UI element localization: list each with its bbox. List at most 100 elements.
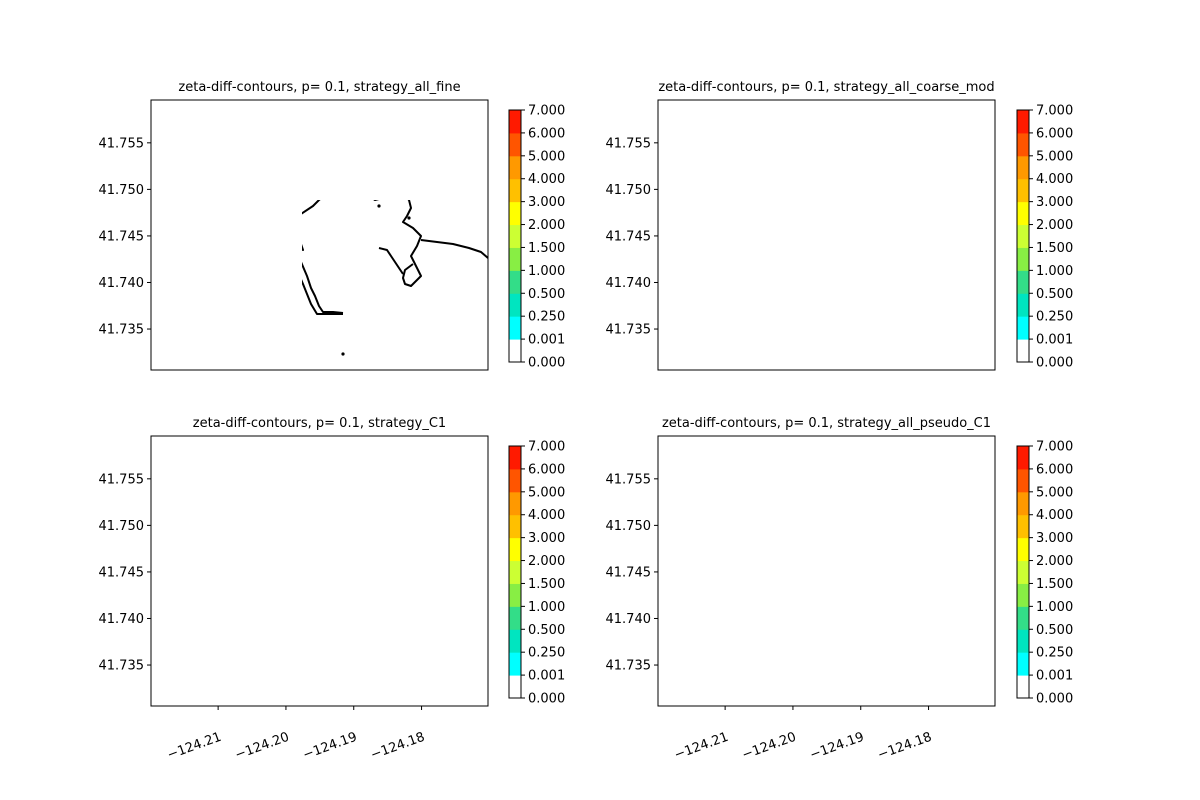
y-tick-label: 41.755: [99, 472, 145, 487]
subplot-1: zeta-diff-contours, p= 0.1, strategy_all…: [99, 80, 489, 371]
colorbar-segment: [1017, 629, 1029, 653]
colorbar-segment: [509, 155, 521, 180]
axes-frame: [657, 99, 996, 371]
colorbar-tick-label: 3.000: [528, 531, 565, 546]
colorbar-segment: [1017, 155, 1029, 180]
colorbar-tick-label: 6.000: [528, 126, 565, 141]
colorbar-tick-label: 0.001: [528, 669, 565, 684]
colorbar-segment: [1017, 132, 1029, 157]
colorbar-tick-label: 1.500: [1036, 241, 1073, 256]
colorbar-segment: [509, 339, 521, 363]
y-tick-label: 41.740: [99, 276, 145, 291]
y-tick-label: 41.750: [99, 519, 145, 534]
colorbar-tick-label: 7.000: [1036, 104, 1073, 119]
coastline-islet: [341, 352, 345, 356]
colorbar-2: 0.000 0.001 0.250 0.500 1.000 1.500 2.000 3.000…: [1016, 104, 1073, 371]
x-tick-label: −124.19: [301, 730, 359, 763]
colorbar-frame: [508, 109, 522, 363]
colorbar-segment: [1017, 560, 1029, 584]
axes-frame: [150, 435, 489, 707]
colorbar-segment: [509, 270, 521, 294]
colorbar-segment: [1017, 446, 1029, 470]
colorbar-tick-label: 0.001: [1036, 333, 1073, 348]
colorbar-segment: [1017, 110, 1029, 134]
colorbar-tick-label: 6.000: [1036, 462, 1073, 477]
colorbar-tick-label: 4.000: [528, 508, 565, 523]
x-tick-label: −124.20: [740, 730, 798, 763]
y-tick-label: 41.745: [606, 565, 652, 580]
colorbar-segment: [509, 514, 521, 539]
colorbar-tick-label: 1.000: [1036, 264, 1073, 279]
colorbar-tick-label: 0.500: [528, 623, 565, 638]
y-tick-label: 41.750: [606, 519, 652, 534]
colorbar-tick-label: 3.000: [1036, 531, 1073, 546]
colorbar-segment: [1017, 201, 1029, 226]
colorbar-segment: [509, 178, 521, 203]
subplot-4: zeta-diff-contours, p= 0.1, strategy_all…: [606, 416, 996, 763]
colorbar-segment: [1017, 178, 1029, 203]
colorbar-segment: [509, 491, 521, 516]
colorbar-segment: [509, 537, 521, 562]
colorbar-tick-label: 4.000: [1036, 172, 1073, 187]
colorbar-tick-label: 5.000: [1036, 149, 1073, 164]
colorbar-tick-label: 3.000: [528, 195, 565, 210]
colorbar-4: 0.000 0.001 0.250 0.500 1.000 1.500 2.000 3.000…: [1016, 440, 1073, 707]
x-tick-label: −124.20: [233, 730, 291, 763]
colorbar-tick-label: 1.000: [528, 600, 565, 615]
colorbar-tick-label: 3.000: [1036, 195, 1073, 210]
colorbar-segment: [1017, 606, 1029, 630]
colorbar-tick-label: 1.500: [528, 241, 565, 256]
colorbar-tick-label: 0.500: [528, 287, 565, 302]
colorbar-segment: [509, 652, 521, 676]
colorbar-tick-label: 0.000: [528, 692, 565, 707]
colorbar-tick-label: 2.000: [528, 554, 565, 569]
colorbar-1: 0.000 0.001 0.250 0.500 1.000 1.500 2.000 3.000…: [508, 104, 565, 371]
colorbar-tick-label: 5.000: [1036, 485, 1073, 500]
colorbar-tick-label: 2.000: [1036, 218, 1073, 233]
colorbar-segment: [1017, 339, 1029, 363]
coastline-segment: [302, 279, 343, 315]
colorbar-tick-label: 1.500: [1036, 577, 1073, 592]
colorbar-tick-label: 0.250: [528, 646, 565, 661]
colorbar-segment: [509, 316, 521, 340]
colorbar-segment: [509, 675, 521, 699]
axes-frame: [657, 435, 996, 707]
y-tick-label: 41.750: [606, 183, 652, 198]
y-tick-label: 41.745: [606, 229, 652, 244]
x-tick-label: −124.21: [672, 730, 730, 763]
coastline: [302, 200, 489, 356]
subplot-3: zeta-diff-contours, p= 0.1, strategy_C1 4…: [99, 416, 489, 763]
colorbar-tick-label: 0.500: [1036, 287, 1073, 302]
colorbar-segment: [1017, 537, 1029, 562]
colorbar-segment: [509, 132, 521, 157]
colorbar-tick-label: 1.000: [1036, 600, 1073, 615]
colorbar-3: 0.000 0.001 0.250 0.500 1.000 1.500 2.000 3.000…: [508, 440, 565, 707]
colorbar-tick-label: 5.000: [528, 149, 565, 164]
colorbar-segment: [1017, 247, 1029, 271]
colorbar-tick-label: 0.500: [1036, 623, 1073, 638]
axes-frame: [150, 99, 489, 371]
colorbar-frame: [1016, 445, 1030, 699]
colorbar-tick-label: 7.000: [528, 104, 565, 119]
colorbar-segment: [509, 110, 521, 134]
colorbar-segment: [509, 293, 521, 317]
colorbar-tick-label: 7.000: [1036, 440, 1073, 455]
colorbar-segment: [1017, 675, 1029, 699]
subplot-title: zeta-diff-contours, p= 0.1, strategy_C1: [193, 416, 446, 431]
colorbar-tick-label: 1.000: [528, 264, 565, 279]
colorbar-tick-label: 0.000: [528, 356, 565, 371]
colorbar-tick-label: 1.500: [528, 577, 565, 592]
colorbar-segment: [509, 468, 521, 493]
colorbar-segment: [509, 583, 521, 607]
colorbar-tick-label: 4.000: [1036, 508, 1073, 523]
colorbar-segment: [509, 606, 521, 630]
colorbar-tick-label: 6.000: [528, 462, 565, 477]
y-tick-label: 41.735: [99, 659, 145, 674]
colorbar-segment: [1017, 514, 1029, 539]
coastline-islet: [407, 216, 411, 220]
y-tick-label: 41.735: [606, 659, 652, 674]
colorbar-segment: [1017, 583, 1029, 607]
colorbar-tick-label: 5.000: [528, 485, 565, 500]
colorbar-segment: [1017, 316, 1029, 340]
